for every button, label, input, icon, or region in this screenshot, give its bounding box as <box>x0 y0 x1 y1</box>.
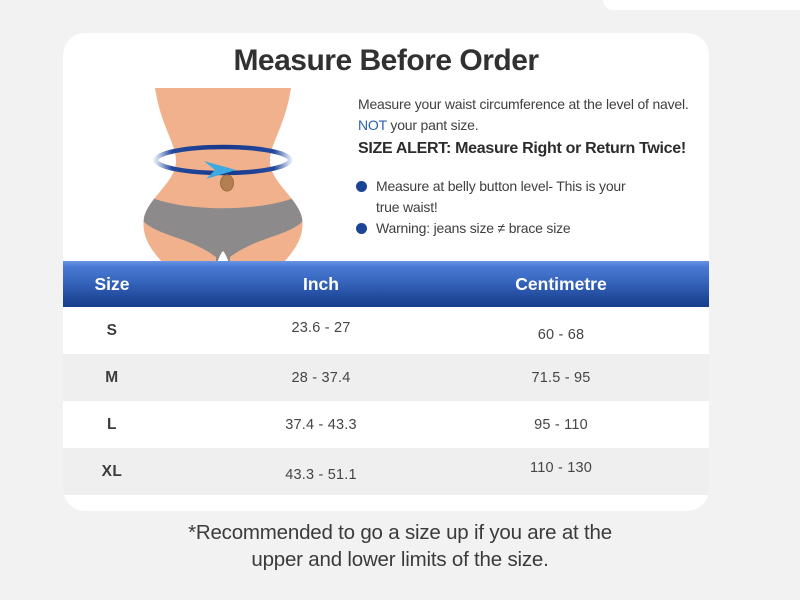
size-label: M <box>105 368 119 386</box>
inch-value: 23.6 - 27 <box>291 319 351 336</box>
cm-value: 60 - 68 <box>537 326 585 343</box>
tip-text: Warning: jeans size ≠ brace size <box>376 220 571 236</box>
inch-value: 28 - 37.4 <box>291 369 351 386</box>
column-header-inch: Inch <box>303 273 339 294</box>
table-row-l: L 37.4 - 43.3 95 - 110 <box>63 401 709 448</box>
cm-value: 95 - 110 <box>534 416 588 433</box>
size-label: L <box>107 415 117 433</box>
tips-list: Measure at belly button level- This is y… <box>356 176 643 239</box>
cm-value: 110 - 130 <box>530 459 592 476</box>
note-line2: upper and lower limits of the size. <box>251 548 549 571</box>
size-alert-heading: SIZE ALERT: Measure Right or Return Twic… <box>358 140 686 157</box>
table-row-s: S 23.6 - 27 60 - 68 <box>63 307 709 354</box>
size-label: S <box>106 321 118 339</box>
bullet-dot-icon <box>356 181 367 192</box>
size-table-header: Size Inch Centimetre <box>63 261 709 307</box>
bullet-dot-icon <box>356 223 367 234</box>
size-table-body: S 23.6 - 27 60 - 68 M 28 - 37.4 71.5 - 9… <box>63 307 709 495</box>
measure-instruction: Measure your waist circumference at the … <box>358 94 708 136</box>
top-right-panel-edge <box>603 0 800 10</box>
column-header-centimetre: Centimetre <box>515 273 607 294</box>
column-header-size: Size <box>94 273 130 294</box>
recommendation-note: *Recommended to go a size up if you are … <box>0 519 800 573</box>
list-item: Measure at belly button level- This is y… <box>356 176 643 218</box>
inch-value: 43.3 - 51.1 <box>285 466 357 483</box>
instruction-line1: Measure your waist circumference at the … <box>358 96 689 112</box>
size-label: XL <box>101 462 123 480</box>
instruction-line2: your pant size. <box>386 117 479 133</box>
inch-value: 37.4 - 43.3 <box>285 416 357 433</box>
cm-value: 71.5 - 95 <box>531 369 591 386</box>
tip-text: Measure at belly button level- This is y… <box>376 178 626 215</box>
navel <box>220 174 234 192</box>
page-title: Measure Before Order <box>233 44 539 77</box>
note-line1: *Recommended to go a size up if you are … <box>188 521 612 544</box>
not-highlight: NOT <box>358 117 387 133</box>
list-item: Warning: jeans size ≠ brace size <box>356 218 643 239</box>
size-guide-card: Measure Before Order Measure yo <box>63 33 709 511</box>
underwear-shape <box>143 197 303 261</box>
tape-arrow-icon <box>204 161 236 179</box>
size-table: Size Inch Centimetre S 23.6 - 27 60 - 68… <box>63 261 709 495</box>
table-row-m: M 28 - 37.4 71.5 - 95 <box>63 354 709 401</box>
waist-measurement-illustration <box>143 88 303 261</box>
table-row-xl: XL 43.3 - 51.1 110 - 130 <box>63 448 709 495</box>
